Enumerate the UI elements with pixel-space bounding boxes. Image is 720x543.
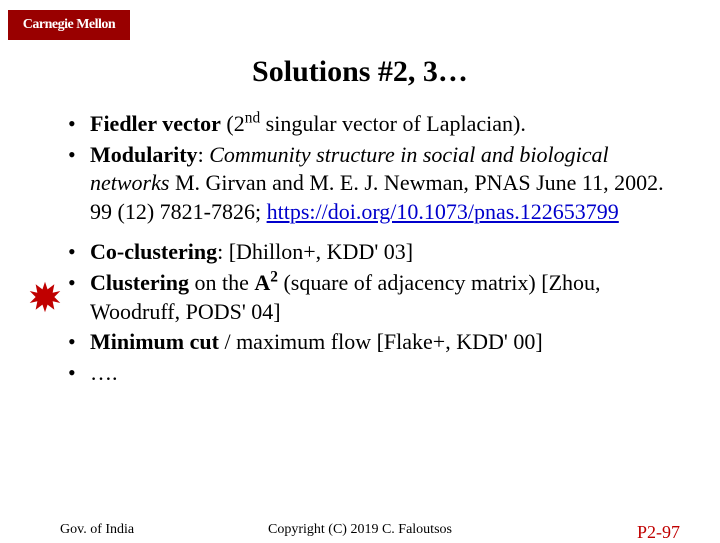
bullet-fiedler: Fiedler vector (2nd singular vector of L… xyxy=(60,110,690,139)
bold-text: Modularity xyxy=(90,142,198,167)
text: : xyxy=(198,142,210,167)
bold-text: Co-clustering xyxy=(90,239,217,264)
bullet-coclustering: Co-clustering: [Dhillon+, KDD' 03] xyxy=(60,238,690,267)
superscript: nd xyxy=(245,110,260,127)
doi-link[interactable]: https://doi.org/10.1073/pnas.122653799 xyxy=(267,199,619,224)
superscript: 2 xyxy=(270,269,278,286)
bullet-modularity: Modularity: Community structure in socia… xyxy=(60,141,690,227)
text: (2 xyxy=(221,111,245,136)
text: on the xyxy=(189,270,254,295)
cmu-logo: Carnegie Mellon xyxy=(8,10,130,40)
text: singular vector of Laplacian). xyxy=(260,111,526,136)
bullet-mincut: Minimum cut / maximum flow [Flake+, KDD'… xyxy=(60,328,690,357)
bold-text: Minimum cut xyxy=(90,329,219,354)
bold-text: A xyxy=(254,270,270,295)
footer-center: Copyright (C) 2019 C. Faloutsos xyxy=(0,522,720,538)
cmu-logo-text: Carnegie Mellon xyxy=(23,17,115,33)
slide-body: Fiedler vector (2nd singular vector of L… xyxy=(60,110,690,389)
text: …. xyxy=(90,360,118,385)
bullet-clustering-a2: Clustering on the A2 (square of adjacenc… xyxy=(60,269,690,326)
starburst-icon xyxy=(28,280,62,314)
bold-text: Clustering xyxy=(90,270,189,295)
bullet-ellipsis: …. xyxy=(60,359,690,388)
text: : [Dhillon+, KDD' 03] xyxy=(217,239,413,264)
bullet-list-2: Co-clustering: [Dhillon+, KDD' 03] Clust… xyxy=(60,238,690,387)
bullet-list: Fiedler vector (2nd singular vector of L… xyxy=(60,110,690,226)
slide-title: Solutions #2, 3… xyxy=(0,55,720,89)
bold-text: Fiedler vector xyxy=(90,111,221,136)
text: / maximum flow [Flake+, KDD' 00] xyxy=(219,329,543,354)
